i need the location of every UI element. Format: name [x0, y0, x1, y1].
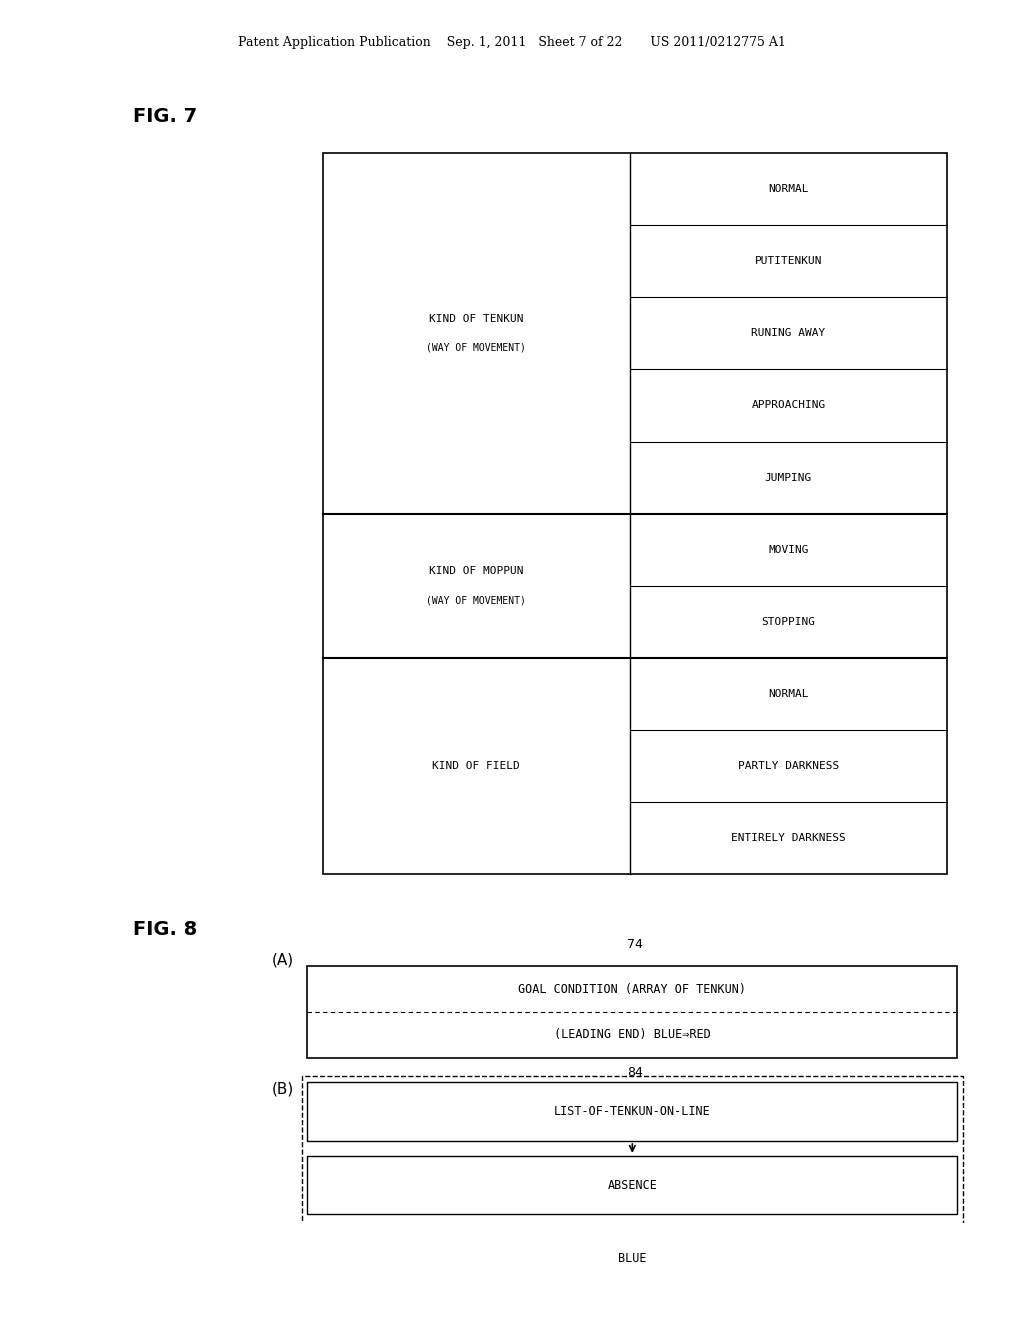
Text: 84: 84 — [627, 1067, 643, 1080]
Bar — [307, 966, 957, 1057]
Text: (A): (A) — [271, 953, 294, 968]
Text: KIND OF FIELD: KIND OF FIELD — [432, 762, 520, 771]
Text: 74: 74 — [627, 937, 643, 950]
Text: GOAL CONDITION (ARRAY OF TENKUN): GOAL CONDITION (ARRAY OF TENKUN) — [518, 982, 746, 995]
Text: LIST-OF-TENKUN-ON-LINE: LIST-OF-TENKUN-ON-LINE — [554, 1105, 711, 1118]
Bar — [307, 1229, 957, 1288]
Text: ENTIRELY DARKNESS: ENTIRELY DARKNESS — [731, 833, 846, 843]
Text: (LEADING END) BLUE⇒RED: (LEADING END) BLUE⇒RED — [554, 1028, 711, 1041]
Text: STOPPING: STOPPING — [762, 616, 815, 627]
Text: NORMAL: NORMAL — [768, 183, 809, 194]
Text: KIND OF MOPPUN: KIND OF MOPPUN — [429, 566, 523, 576]
Bar — [323, 153, 947, 874]
Text: FIG. 7: FIG. 7 — [133, 107, 198, 125]
Text: ABSENCE: ABSENCE — [607, 1179, 657, 1192]
Text: (WAY OF MOVEMENT): (WAY OF MOVEMENT) — [426, 595, 526, 606]
Text: PARTLY DARKNESS: PARTLY DARKNESS — [738, 762, 839, 771]
Text: KIND OF TENKUN: KIND OF TENKUN — [429, 314, 523, 323]
Text: BLUE: BLUE — [618, 1251, 646, 1265]
Text: PUTITENKUN: PUTITENKUN — [755, 256, 822, 267]
Text: FIG. 8: FIG. 8 — [133, 920, 198, 939]
Text: RUNING AWAY: RUNING AWAY — [752, 329, 825, 338]
Text: APPROACHING: APPROACHING — [752, 400, 825, 411]
Text: NORMAL: NORMAL — [768, 689, 809, 700]
Text: (B): (B) — [271, 1081, 294, 1096]
Bar — [307, 1156, 957, 1214]
Bar — [307, 1303, 957, 1320]
Bar — [307, 1082, 957, 1140]
Text: JUMPING: JUMPING — [765, 473, 812, 483]
Text: (WAY OF MOVEMENT): (WAY OF MOVEMENT) — [426, 343, 526, 352]
Text: MOVING: MOVING — [768, 545, 809, 554]
Text: Patent Application Publication    Sep. 1, 2011   Sheet 7 of 22       US 2011/021: Patent Application Publication Sep. 1, 2… — [238, 37, 786, 49]
